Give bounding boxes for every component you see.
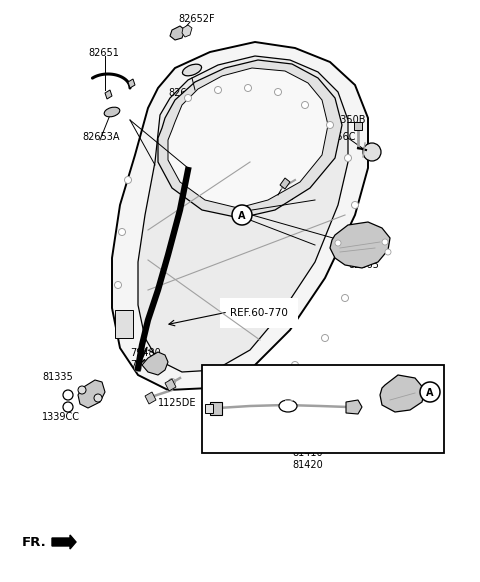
Circle shape [124, 176, 132, 183]
Text: A: A [426, 388, 434, 398]
Text: 81335: 81335 [42, 372, 73, 382]
Text: 82654B: 82654B [168, 88, 205, 98]
Polygon shape [205, 404, 213, 413]
Text: 82652F: 82652F [178, 14, 215, 24]
Text: A: A [238, 211, 246, 221]
Polygon shape [330, 222, 390, 268]
Polygon shape [165, 379, 176, 391]
Circle shape [184, 94, 192, 101]
Polygon shape [280, 178, 290, 189]
PathPatch shape [112, 42, 368, 390]
Text: FR.: FR. [22, 535, 47, 548]
Polygon shape [145, 392, 156, 404]
PathPatch shape [158, 60, 342, 218]
Text: 81410: 81410 [292, 448, 323, 458]
Bar [202, 365, 444, 453]
Bar [115, 310, 133, 338]
Polygon shape [128, 79, 135, 88]
Polygon shape [354, 122, 362, 130]
Circle shape [78, 386, 86, 394]
Circle shape [117, 332, 123, 339]
Text: 81473E: 81473E [218, 393, 255, 403]
Text: 81477: 81477 [265, 192, 296, 202]
Polygon shape [105, 90, 112, 99]
Circle shape [212, 381, 218, 389]
PathPatch shape [138, 56, 348, 372]
Ellipse shape [182, 64, 202, 76]
Circle shape [322, 335, 328, 342]
Circle shape [341, 294, 348, 301]
Circle shape [363, 143, 381, 161]
Text: 81456C: 81456C [318, 132, 356, 142]
Polygon shape [78, 380, 105, 408]
Ellipse shape [104, 107, 120, 117]
Circle shape [351, 251, 359, 258]
Circle shape [345, 154, 351, 161]
Text: 82651: 82651 [88, 48, 119, 58]
Polygon shape [170, 26, 185, 40]
Polygon shape [346, 400, 362, 414]
Polygon shape [52, 535, 76, 549]
Circle shape [351, 201, 359, 208]
Polygon shape [142, 352, 168, 375]
Ellipse shape [279, 400, 297, 412]
Text: 79480: 79480 [130, 348, 161, 358]
Circle shape [335, 240, 341, 246]
Circle shape [254, 377, 262, 384]
Circle shape [326, 122, 334, 129]
Text: 1125DE: 1125DE [158, 398, 196, 408]
Circle shape [134, 364, 142, 371]
Polygon shape [380, 375, 425, 412]
Text: 81420: 81420 [292, 460, 323, 470]
Circle shape [244, 84, 252, 91]
Text: 82653A: 82653A [82, 132, 120, 142]
Circle shape [385, 249, 391, 255]
Polygon shape [182, 25, 192, 37]
Circle shape [168, 378, 176, 385]
Text: REF.60-770: REF.60-770 [230, 308, 288, 318]
Text: 1339CC: 1339CC [42, 412, 80, 422]
Polygon shape [210, 402, 222, 415]
PathPatch shape [168, 68, 328, 208]
Circle shape [382, 239, 388, 245]
Circle shape [232, 205, 252, 225]
Text: 82665: 82665 [348, 260, 379, 270]
Circle shape [420, 382, 440, 402]
Text: 81483A: 81483A [218, 382, 255, 392]
Circle shape [301, 101, 309, 108]
Text: 79490: 79490 [130, 360, 161, 370]
Circle shape [291, 361, 299, 368]
Circle shape [94, 394, 102, 402]
Circle shape [119, 229, 125, 236]
Circle shape [215, 87, 221, 94]
Circle shape [275, 88, 281, 95]
Text: 81471F: 81471F [282, 415, 318, 425]
Text: 81350B: 81350B [328, 115, 365, 125]
Circle shape [115, 282, 121, 289]
Text: 82655: 82655 [348, 248, 379, 258]
